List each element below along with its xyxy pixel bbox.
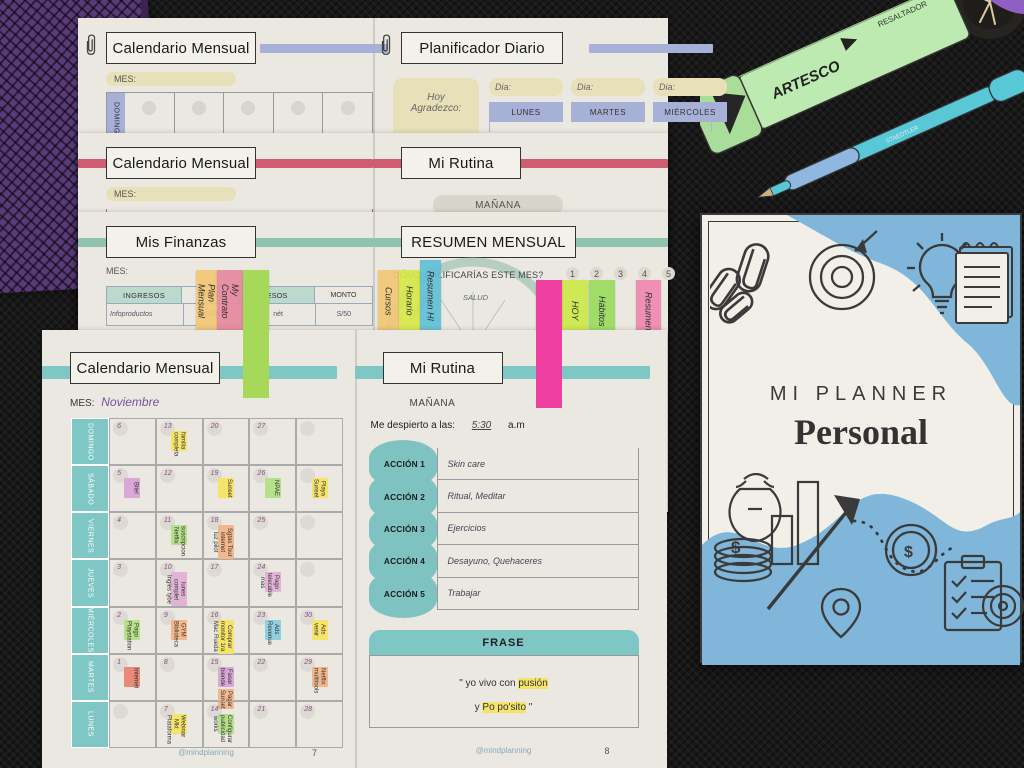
svg-text:$: $ xyxy=(731,538,741,557)
svg-text:$: $ xyxy=(904,544,913,561)
svg-text:SALUD: SALUD xyxy=(463,293,489,302)
